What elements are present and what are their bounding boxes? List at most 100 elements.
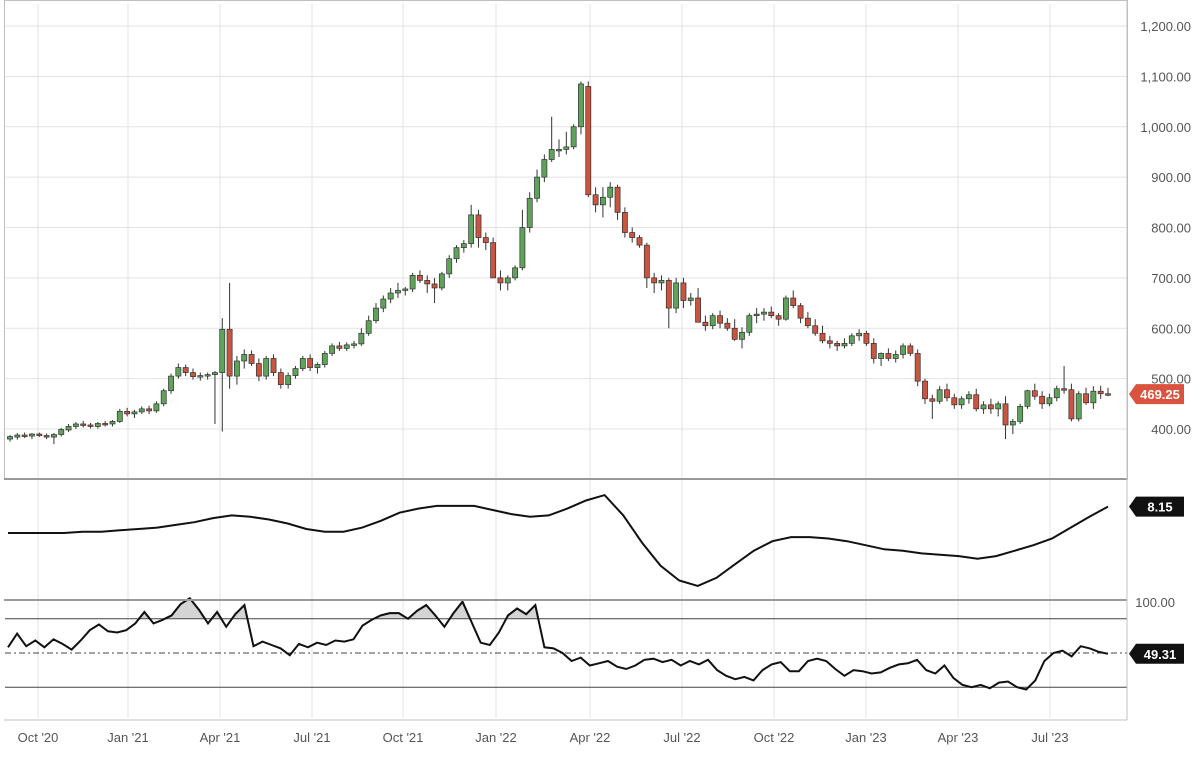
indicator-1-last-value-badge-shape — [1129, 496, 1184, 517]
candle-body — [578, 83, 584, 128]
x-tick-label: Jul '21 — [293, 730, 330, 745]
candle-body — [1017, 405, 1024, 422]
grid-lines — [5, 4, 1127, 718]
candle-body — [614, 186, 621, 213]
oversold-area — [986, 687, 1029, 690]
candle-body — [263, 358, 270, 377]
candle-body — [834, 343, 841, 347]
candle-body — [870, 343, 877, 359]
candle-body — [365, 320, 372, 334]
indicator-2-line — [7, 596, 1109, 691]
x-tick-label: Oct '22 — [754, 730, 795, 745]
candle-body — [651, 277, 658, 284]
x-tick-label: Jan '21 — [107, 730, 149, 745]
price-last-value-badge-shape — [1129, 384, 1184, 405]
candle-body — [944, 389, 950, 399]
y-tick-label: 900.00 — [1151, 170, 1191, 185]
candle-body — [255, 363, 262, 377]
candle-body — [138, 408, 145, 413]
candle-body — [160, 390, 167, 405]
candle-body — [783, 297, 789, 320]
candle-body — [841, 343, 848, 347]
candle-body — [724, 322, 731, 329]
candle-body — [1068, 389, 1075, 420]
x-tick-label: Apr '21 — [200, 730, 241, 745]
candle-body — [775, 315, 782, 320]
candle-body — [1031, 390, 1038, 397]
candle-body — [226, 328, 233, 377]
candle-body — [380, 298, 387, 309]
candle-body — [621, 212, 628, 233]
candle-body — [424, 280, 431, 285]
y-tick-label: 500.00 — [1151, 372, 1191, 387]
candle-body — [285, 375, 292, 386]
candle-body — [739, 331, 745, 340]
candle-body — [190, 372, 196, 377]
candle-body — [58, 429, 65, 435]
candle-body — [219, 328, 226, 373]
y-tick-label: 1,200.00 — [1140, 19, 1191, 34]
candle-body — [1075, 393, 1082, 420]
candle-body — [168, 375, 174, 392]
candle-body — [87, 424, 94, 427]
price-last-value-badge: 469.25 — [1129, 384, 1184, 405]
candle-body — [1097, 390, 1104, 395]
candle-body — [204, 374, 211, 377]
candle-body — [753, 313, 760, 317]
y-tick-label: 700.00 — [1151, 271, 1191, 286]
candle-body — [212, 372, 218, 375]
indicator-2-last-value-badge: 49.31 — [1129, 643, 1184, 664]
x-tick-label: Oct '21 — [383, 730, 424, 745]
candle-body — [131, 411, 138, 415]
candle-body — [519, 227, 526, 269]
candle-body — [658, 280, 665, 284]
candle-body — [1090, 390, 1097, 404]
candle-body — [907, 345, 914, 354]
candle-body — [1083, 393, 1089, 404]
candle-body — [497, 277, 504, 284]
price-panel — [7, 81, 1111, 445]
candle-body — [277, 372, 284, 386]
candle-body — [72, 423, 79, 427]
candle-body — [885, 353, 892, 359]
candle-body — [102, 423, 109, 426]
panel-frames — [4, 0, 1128, 721]
candle-body — [446, 258, 453, 275]
x-tick-label: Jan '22 — [475, 730, 517, 745]
candle-body — [116, 411, 123, 422]
candle-body — [929, 398, 936, 402]
overbought-area — [138, 598, 539, 619]
candle-body — [643, 244, 650, 279]
indicator-2-line-overbought — [137, 596, 540, 619]
candle-body — [980, 404, 987, 410]
candle-body — [717, 315, 723, 324]
value-badges: 469.25 8.15 49.31 — [1129, 384, 1184, 664]
candle-body — [922, 380, 928, 400]
candle-body — [21, 434, 28, 437]
candle-body — [556, 149, 562, 152]
candle-body — [1061, 388, 1067, 391]
candle-body — [175, 367, 182, 377]
candle-body — [387, 292, 394, 300]
candle-body — [636, 237, 643, 246]
candle-body — [534, 176, 540, 199]
indicator-2-last-value-badge-label: 49.31 — [1144, 647, 1177, 662]
y-tick-label: 600.00 — [1151, 321, 1191, 336]
candle-body — [248, 354, 255, 364]
candle-body — [966, 394, 972, 400]
axes: Oct '20 Jan '21 Apr '21 Jul '21 Oct '21 Jan '… — [18, 19, 1191, 745]
y-tick-label: 400.00 — [1151, 422, 1191, 437]
candle-body — [51, 434, 57, 438]
candle-body — [1053, 388, 1060, 399]
candle-body — [1024, 390, 1031, 407]
candle-body — [812, 325, 819, 334]
candle-body — [702, 321, 709, 327]
candle-body — [797, 305, 804, 319]
candle-body — [1002, 403, 1009, 426]
candle-body — [197, 375, 204, 378]
candle-body — [607, 186, 614, 198]
x-tick-label: Jan '23 — [845, 730, 887, 745]
candle-body — [548, 149, 555, 160]
